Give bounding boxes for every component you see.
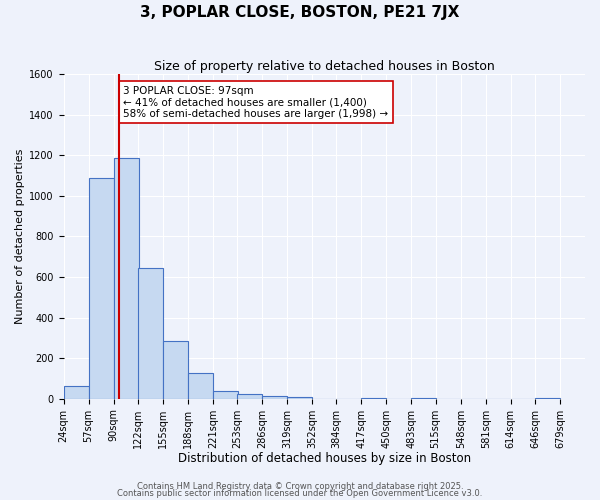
Bar [163,341,188,398]
Bar [188,374,213,398]
Bar [237,394,262,398]
Text: Contains public sector information licensed under the Open Government Licence v3: Contains public sector information licen… [118,490,482,498]
Title: Size of property relative to detached houses in Boston: Size of property relative to detached ho… [154,60,494,73]
Text: 3 POPLAR CLOSE: 97sqm
← 41% of detached houses are smaller (1,400)
58% of semi-d: 3 POPLAR CLOSE: 97sqm ← 41% of detached … [124,86,389,118]
Text: Contains HM Land Registry data © Crown copyright and database right 2025.: Contains HM Land Registry data © Crown c… [137,482,463,491]
X-axis label: Distribution of detached houses by size in Boston: Distribution of detached houses by size … [178,452,471,465]
Bar [138,268,163,398]
Y-axis label: Number of detached properties: Number of detached properties [15,149,25,324]
Text: 3, POPLAR CLOSE, BOSTON, PE21 7JX: 3, POPLAR CLOSE, BOSTON, PE21 7JX [140,5,460,20]
Bar [287,396,312,398]
Bar [89,178,113,398]
Bar [262,396,287,398]
Bar [64,386,89,398]
Bar [113,158,139,398]
Bar [213,390,238,398]
